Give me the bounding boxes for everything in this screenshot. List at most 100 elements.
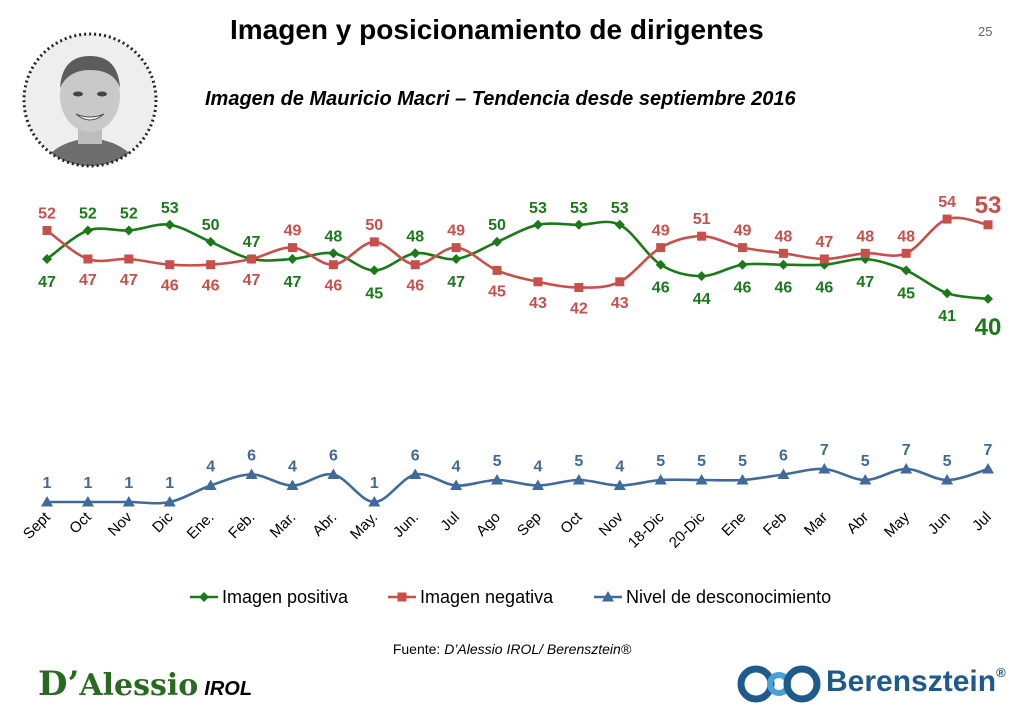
series-line-1 xyxy=(46,216,989,289)
series-1-point-0 xyxy=(42,226,52,235)
series-2-point-4 xyxy=(204,479,217,490)
series-2-point-5 xyxy=(245,468,258,479)
series-1-point-4 xyxy=(206,260,216,270)
berensztein-logo: Berensztein® xyxy=(736,664,1006,704)
positive-label-21: 45 xyxy=(897,285,915,302)
series-1-point-5 xyxy=(247,254,257,264)
series-0-point-4 xyxy=(205,236,216,247)
negative-label-21: 48 xyxy=(897,228,915,245)
series-0-point-9 xyxy=(410,248,421,259)
legend-marker-2 xyxy=(602,591,614,602)
unknown-label-9: 6 xyxy=(411,448,420,465)
logo-initial: D’ xyxy=(38,664,80,704)
unknown-label-20: 5 xyxy=(861,453,870,470)
unknown-label-18: 6 xyxy=(779,448,788,465)
series-2-point-6 xyxy=(286,479,299,490)
series-1-point-9 xyxy=(410,260,420,270)
unknown-label-16: 5 xyxy=(697,453,706,470)
chart-subtitle: Imagen de Mauricio Macri – Tendencia des… xyxy=(205,88,796,110)
positive-label-18: 46 xyxy=(775,280,793,297)
series-0-point-6 xyxy=(287,254,298,264)
negative-label-18: 48 xyxy=(775,228,793,245)
series-2-point-7 xyxy=(327,468,340,479)
negative-label-3: 46 xyxy=(161,278,179,295)
x-tick-label-9: Jun. xyxy=(390,509,422,541)
series-0-point-2 xyxy=(123,225,134,236)
positive-label-20: 47 xyxy=(856,274,874,291)
series-1-point-10 xyxy=(451,243,461,253)
x-tick-label-17: Ene xyxy=(718,509,749,540)
series-1-point-14 xyxy=(615,277,625,287)
positive-label-3: 53 xyxy=(161,200,179,217)
series-0-point-10 xyxy=(451,254,462,264)
berensztein-name: Berensztein xyxy=(826,665,997,698)
negative-label-11: 45 xyxy=(488,283,506,300)
x-tick-label-18: Feb xyxy=(760,509,790,539)
series-1-point-2 xyxy=(124,254,134,264)
negative-label-17: 49 xyxy=(734,223,752,240)
positive-label-22: 41 xyxy=(938,308,956,325)
unknown-label-2: 1 xyxy=(124,475,133,492)
unknown-label-17: 5 xyxy=(738,453,747,470)
x-tick-label-19: Mar xyxy=(801,509,831,539)
negative-label-2: 47 xyxy=(120,272,138,289)
negative-label-20: 48 xyxy=(856,228,874,245)
unknown-label-21: 7 xyxy=(902,442,911,459)
positive-label-7: 48 xyxy=(324,228,342,245)
x-tick-label-12: Sep xyxy=(514,509,545,540)
series-0-point-13 xyxy=(573,219,584,230)
positive-label-23: 40 xyxy=(975,314,1002,341)
series-1-point-15 xyxy=(656,243,666,253)
x-tick-label-20: Abr xyxy=(844,509,873,538)
x-tick-label-7: Abr. xyxy=(309,509,340,540)
series-0-point-16 xyxy=(696,271,707,282)
negative-label-4: 46 xyxy=(202,278,220,295)
positive-label-17: 46 xyxy=(734,280,752,297)
unknown-label-15: 5 xyxy=(656,453,665,470)
negative-label-15: 49 xyxy=(652,223,670,240)
series-2-point-9 xyxy=(409,468,422,479)
series-0-point-0 xyxy=(42,254,52,264)
series-0-point-17 xyxy=(737,259,748,270)
unknown-label-13: 5 xyxy=(574,453,583,470)
unknown-label-7: 6 xyxy=(329,448,338,465)
series-1-point-17 xyxy=(738,243,748,253)
positive-label-19: 46 xyxy=(815,280,833,297)
series-0-point-11 xyxy=(492,236,503,247)
positive-label-0: 47 xyxy=(38,274,56,291)
series-0-point-7 xyxy=(328,248,339,259)
series-0-point-21 xyxy=(901,265,912,276)
x-tick-label-13: Oct xyxy=(557,508,586,537)
x-tick-label-0: Sept xyxy=(20,508,54,542)
series-1-point-11 xyxy=(492,265,502,275)
series-0-point-3 xyxy=(164,219,175,230)
negative-label-22: 54 xyxy=(938,194,956,211)
negative-label-13: 42 xyxy=(570,301,588,318)
series-line-2 xyxy=(47,467,989,505)
x-tick-label-1: Oct xyxy=(66,508,95,537)
registered-mark: ® xyxy=(996,665,1006,680)
unknown-label-23: 7 xyxy=(984,442,993,459)
series-1-point-19 xyxy=(819,254,829,264)
unknown-label-3: 1 xyxy=(165,475,174,492)
series-2-point-14 xyxy=(613,479,626,490)
x-tick-label-4: Ene. xyxy=(184,509,218,543)
series-2-point-2 xyxy=(122,496,135,507)
page-title: Imagen y posicionamiento de dirigentes xyxy=(230,14,764,45)
logo-name: Alessio xyxy=(79,668,199,703)
series-1-point-7 xyxy=(328,260,338,270)
unknown-label-4: 4 xyxy=(206,459,215,476)
series-1-point-1 xyxy=(83,254,93,264)
series-2-point-16 xyxy=(695,474,708,485)
positive-label-15: 46 xyxy=(652,280,670,297)
source-note: Fuente: D’Alessio IROL/ Berensztein® xyxy=(0,641,1024,657)
negative-label-14: 43 xyxy=(611,295,629,312)
negative-label-8: 50 xyxy=(365,217,383,234)
series-1-point-16 xyxy=(697,231,707,241)
source-prefix: Fuente: xyxy=(392,641,445,657)
series-1-point-20 xyxy=(860,248,870,258)
series-2-point-15 xyxy=(654,474,667,485)
positive-label-9: 48 xyxy=(406,228,424,245)
x-tick-label-6: Mar. xyxy=(267,509,300,542)
positive-label-10: 47 xyxy=(447,274,465,291)
